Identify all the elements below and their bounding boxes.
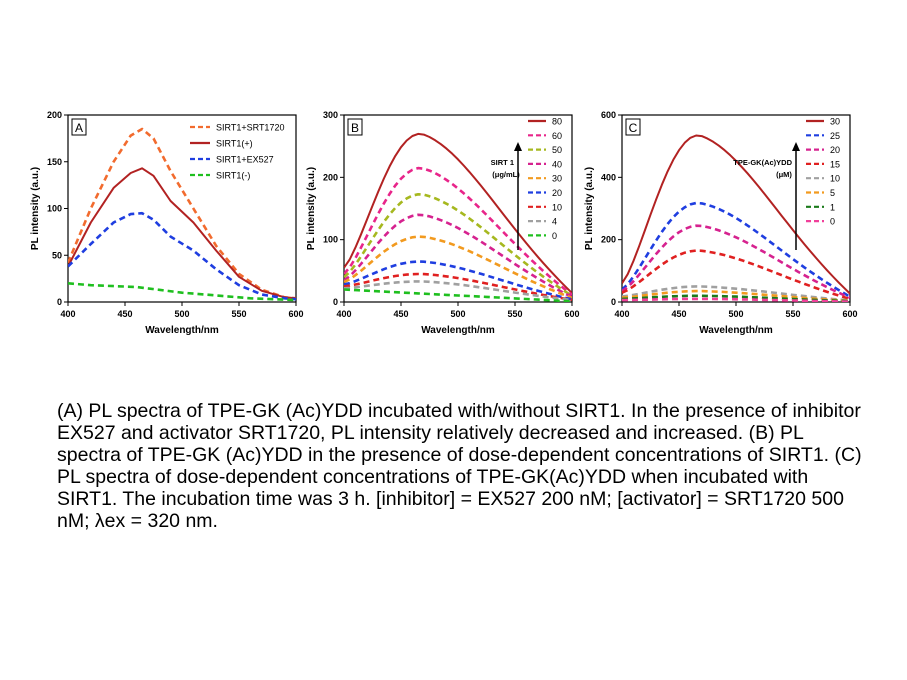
legend-label: 1 [830, 202, 835, 212]
x-tick-label: 500 [450, 309, 465, 319]
legend-label: SIRT1(+) [216, 139, 253, 149]
figure-caption: (A) PL spectra of TPE-GK (Ac)YDD incubat… [57, 400, 862, 532]
series-line-sirt1- [68, 282, 296, 302]
series-line-30 [344, 235, 572, 300]
series-line-10 [344, 272, 572, 302]
legend-label: 80 [552, 117, 562, 127]
x-tick-label: 400 [60, 309, 75, 319]
x-tick-label: 550 [231, 309, 246, 319]
legend-label: 20 [552, 188, 562, 198]
x-tick-label: 500 [174, 309, 189, 319]
panel-label: C [629, 121, 638, 135]
y-tick-label: 300 [323, 110, 338, 120]
x-tick-label: 450 [393, 309, 408, 319]
series-line-25 [622, 201, 850, 298]
x-tick-label: 500 [728, 309, 743, 319]
plot-frame [343, 114, 573, 303]
series-line-20 [622, 224, 850, 299]
legend-label: 4 [552, 217, 557, 227]
x-tick-label: 400 [614, 309, 629, 319]
series-line-10 [622, 285, 850, 302]
y-axis-label: PL intensity (a.u.) [584, 167, 595, 250]
legend-label: 0 [830, 217, 835, 227]
series-line-30 [622, 134, 850, 295]
panel-label-box [71, 118, 87, 136]
series-line-sirt1-srt1720 [68, 127, 296, 300]
y-tick-label: 0 [57, 297, 62, 307]
y-tick-label: 400 [601, 172, 616, 182]
series-line-20 [344, 260, 572, 301]
y-tick-label: 0 [333, 297, 338, 307]
panel-label: B [351, 121, 359, 135]
y-tick-label: 200 [601, 235, 616, 245]
legend-label: 5 [830, 188, 835, 198]
panel-label-box [347, 118, 363, 136]
x-tick-label: 450 [671, 309, 686, 319]
arrow-label: SIRT 1 [491, 158, 514, 167]
series-line-0 [344, 288, 572, 302]
chart-panel-a: A 400 450 500 550 600 0 50 100 150 200 Wavelength/n… [30, 110, 304, 336]
arrow-label: TPE-GK(Ac)YDD [733, 158, 792, 167]
y-tick-label: 100 [323, 235, 338, 245]
plot-frame [67, 114, 297, 303]
x-tick-label: 400 [336, 309, 351, 319]
panel-label-box [625, 118, 641, 136]
series-line-40 [344, 213, 572, 299]
y-tick-label: 50 [52, 250, 62, 260]
legend-label: 0 [552, 231, 557, 241]
x-tick-label: 600 [842, 309, 857, 319]
legend-label: 30 [830, 117, 840, 127]
arrow-head [792, 142, 800, 151]
x-tick-label: 450 [117, 309, 132, 319]
legend-label: 25 [830, 131, 840, 141]
series-line-50 [344, 193, 572, 297]
legend-label: SIRT1+SRT1720 [216, 123, 284, 133]
y-axis-label: PL intensity (a.u.) [30, 167, 41, 250]
x-tick-label: 600 [288, 309, 303, 319]
y-axis-label: PL intensity (a.u.) [306, 167, 317, 250]
legend-label: 10 [552, 202, 562, 212]
x-axis-label: Wavelength/nm [699, 325, 773, 336]
arrow-unit-label: (μM) [776, 170, 792, 179]
y-tick-label: 100 [47, 204, 62, 214]
y-tick-label: 200 [323, 172, 338, 182]
legend-label: 60 [552, 131, 562, 141]
series-line-4 [344, 280, 572, 302]
legend-label: 10 [830, 174, 840, 184]
y-tick-label: 0 [611, 297, 616, 307]
x-axis-label: Wavelength/nm [145, 325, 219, 336]
legend-label: 20 [830, 145, 840, 155]
legend-label: SIRT1+EX527 [216, 155, 274, 165]
y-tick-label: 200 [47, 110, 62, 120]
arrow-head [514, 142, 522, 151]
x-tick-label: 550 [507, 309, 522, 319]
series-line-sirt1-ex527 [68, 211, 296, 301]
series-line-0 [622, 297, 850, 302]
legend-label: 15 [830, 159, 840, 169]
x-tick-label: 550 [785, 309, 800, 319]
series-line-60 [344, 166, 572, 296]
legend-label: 50 [552, 145, 562, 155]
y-tick-label: 600 [601, 110, 616, 120]
legend-label: SIRT1(-) [216, 171, 250, 181]
series-line-80 [344, 132, 572, 294]
legend-label: 40 [552, 159, 562, 169]
arrow-unit-label: (μg/mL) [492, 170, 520, 179]
x-tick-label: 600 [564, 309, 579, 319]
panel-label: A [75, 121, 83, 135]
series-line-sirt1- [68, 167, 296, 300]
legend-label: 30 [552, 174, 562, 184]
y-tick-label: 150 [47, 157, 62, 167]
plot-frame [621, 114, 851, 303]
x-axis-label: Wavelength/nm [421, 325, 495, 336]
